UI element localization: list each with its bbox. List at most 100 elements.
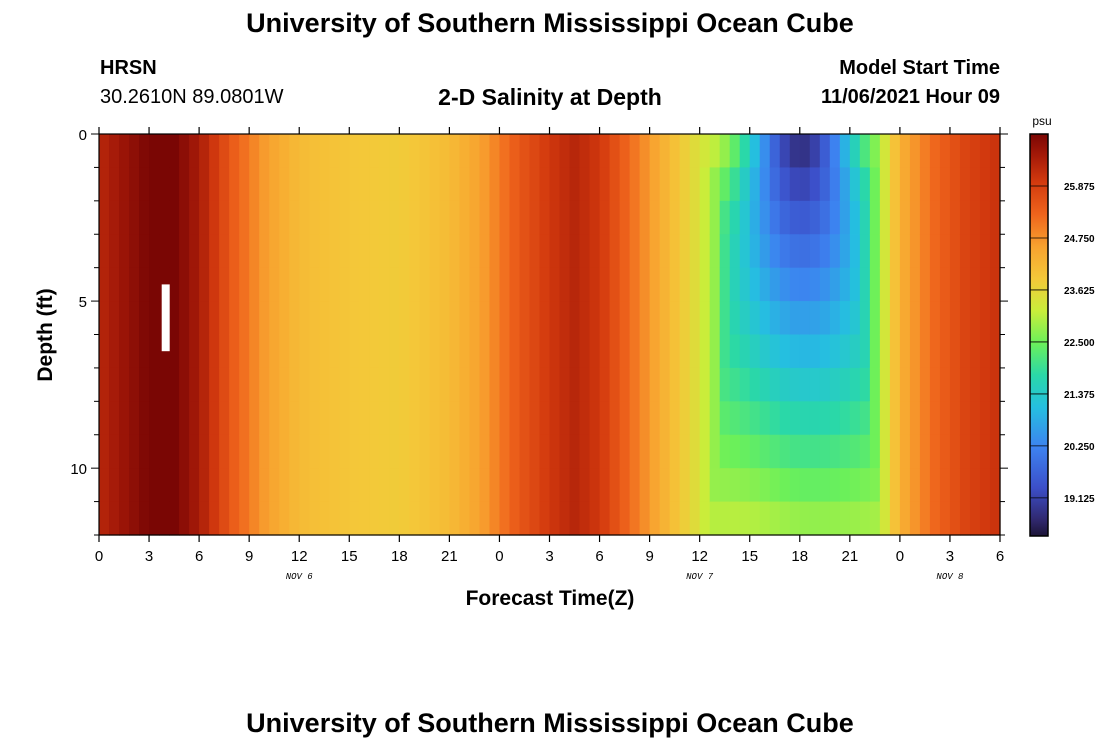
- heatmap-cell: [489, 301, 501, 336]
- heatmap-cell: [229, 367, 240, 402]
- heatmap-cell: [729, 134, 741, 169]
- heatmap-cell: [289, 501, 300, 536]
- heatmap-cell: [159, 334, 170, 369]
- heatmap-cell: [269, 401, 280, 436]
- heatmap-cell: [559, 501, 571, 536]
- heatmap-cell: [109, 401, 120, 436]
- heatmap-cell: [859, 234, 871, 269]
- x-tick-label: 6: [996, 548, 1004, 565]
- heatmap-cell: [339, 434, 350, 469]
- heatmap-cell: [819, 434, 831, 469]
- heatmap-cell: [99, 234, 110, 269]
- heatmap-cell: [309, 434, 320, 469]
- heatmap-cell: [779, 334, 791, 369]
- heatmap-cell: [929, 200, 941, 235]
- x-tick-label: 9: [645, 548, 653, 565]
- heatmap-cell: [259, 134, 270, 169]
- date-label: NOV 7: [686, 572, 714, 582]
- x-tick-label: 18: [791, 548, 808, 565]
- heatmap-cell: [909, 167, 921, 202]
- heatmap-cell: [819, 167, 831, 202]
- heatmap-cell: [919, 367, 931, 402]
- heatmap-cell: [479, 301, 491, 336]
- heatmap-cell: [989, 501, 1001, 536]
- heatmap-cell: [509, 167, 521, 202]
- heatmap-cell: [539, 434, 551, 469]
- heatmap-cell: [549, 501, 561, 536]
- heatmap-cell: [159, 367, 170, 402]
- heatmap-cell: [379, 267, 390, 302]
- heatmap-cell: [809, 134, 821, 169]
- heatmap-cell: [729, 301, 741, 336]
- heatmap-cell: [539, 301, 551, 336]
- heatmap-cell: [639, 167, 651, 202]
- heatmap-cell: [959, 367, 971, 402]
- heatmap-cell: [529, 334, 541, 369]
- heatmap-cell: [179, 401, 190, 436]
- heatmap-cell: [729, 267, 741, 302]
- heatmap-cell: [159, 200, 170, 235]
- heatmap-cell: [839, 134, 851, 169]
- heatmap-cell: [369, 301, 380, 336]
- heatmap-cell: [319, 167, 330, 202]
- heatmap-cell: [429, 401, 440, 436]
- heatmap-cell: [529, 301, 541, 336]
- heatmap-cell: [899, 434, 911, 469]
- heatmap-cell: [859, 468, 871, 503]
- heatmap-cell: [579, 234, 591, 269]
- heatmap-cell: [259, 468, 270, 503]
- heatmap-cell: [729, 401, 741, 436]
- heatmap-cell: [689, 134, 701, 169]
- heatmap-cell: [879, 434, 891, 469]
- heatmap-cell: [379, 134, 390, 169]
- heatmap-cell: [869, 200, 881, 235]
- heatmap-cell: [219, 234, 230, 269]
- heatmap-cell: [939, 501, 951, 536]
- heatmap-cell: [559, 267, 571, 302]
- heatmap-cell: [579, 401, 591, 436]
- heatmap-cell: [809, 367, 821, 402]
- heatmap-cell: [869, 234, 881, 269]
- heatmap-cell: [349, 367, 360, 402]
- heatmap-cell: [609, 334, 621, 369]
- heatmap-cell: [269, 167, 280, 202]
- heatmap-cell: [409, 200, 420, 235]
- heatmap-cell: [989, 468, 1001, 503]
- heatmap-cell: [929, 301, 941, 336]
- heatmap-cell: [449, 134, 460, 169]
- heatmap-cell: [989, 267, 1001, 302]
- heatmap-cell: [909, 367, 921, 402]
- heatmap-cell: [789, 401, 801, 436]
- heatmap-cell: [669, 401, 681, 436]
- chart-subtitle: 2-D Salinity at Depth: [438, 84, 662, 110]
- heatmap-cell: [649, 134, 661, 169]
- heatmap-cell: [429, 301, 440, 336]
- heatmap-cell: [599, 401, 611, 436]
- heatmap-cell: [849, 367, 861, 402]
- heatmap-cell: [199, 434, 210, 469]
- heatmap-cell: [279, 367, 290, 402]
- heatmap-cell: [939, 134, 951, 169]
- heatmap-cell: [759, 334, 771, 369]
- heatmap-cell: [309, 167, 320, 202]
- heatmap-cell: [529, 200, 541, 235]
- y-tick-label: 5: [79, 294, 87, 311]
- heatmap-cell: [229, 267, 240, 302]
- heatmap-cell: [259, 301, 270, 336]
- heatmap-cell: [399, 401, 410, 436]
- heatmap-cell: [989, 134, 1001, 169]
- heatmap-cell: [739, 468, 751, 503]
- model-start-value: 11/06/2021 Hour 09: [820, 86, 1000, 108]
- heatmap-cell: [349, 234, 360, 269]
- heatmap-cell: [959, 401, 971, 436]
- heatmap-cell: [449, 267, 460, 302]
- heatmap-cell: [399, 434, 410, 469]
- heatmap-cell: [569, 367, 581, 402]
- x-tick-label: 18: [391, 548, 408, 565]
- heatmap-cell: [659, 267, 671, 302]
- heatmap-cell: [269, 367, 280, 402]
- heatmap-cell: [969, 234, 981, 269]
- heatmap-cell: [239, 401, 250, 436]
- heatmap-cell: [569, 134, 581, 169]
- heatmap-cell: [229, 501, 240, 536]
